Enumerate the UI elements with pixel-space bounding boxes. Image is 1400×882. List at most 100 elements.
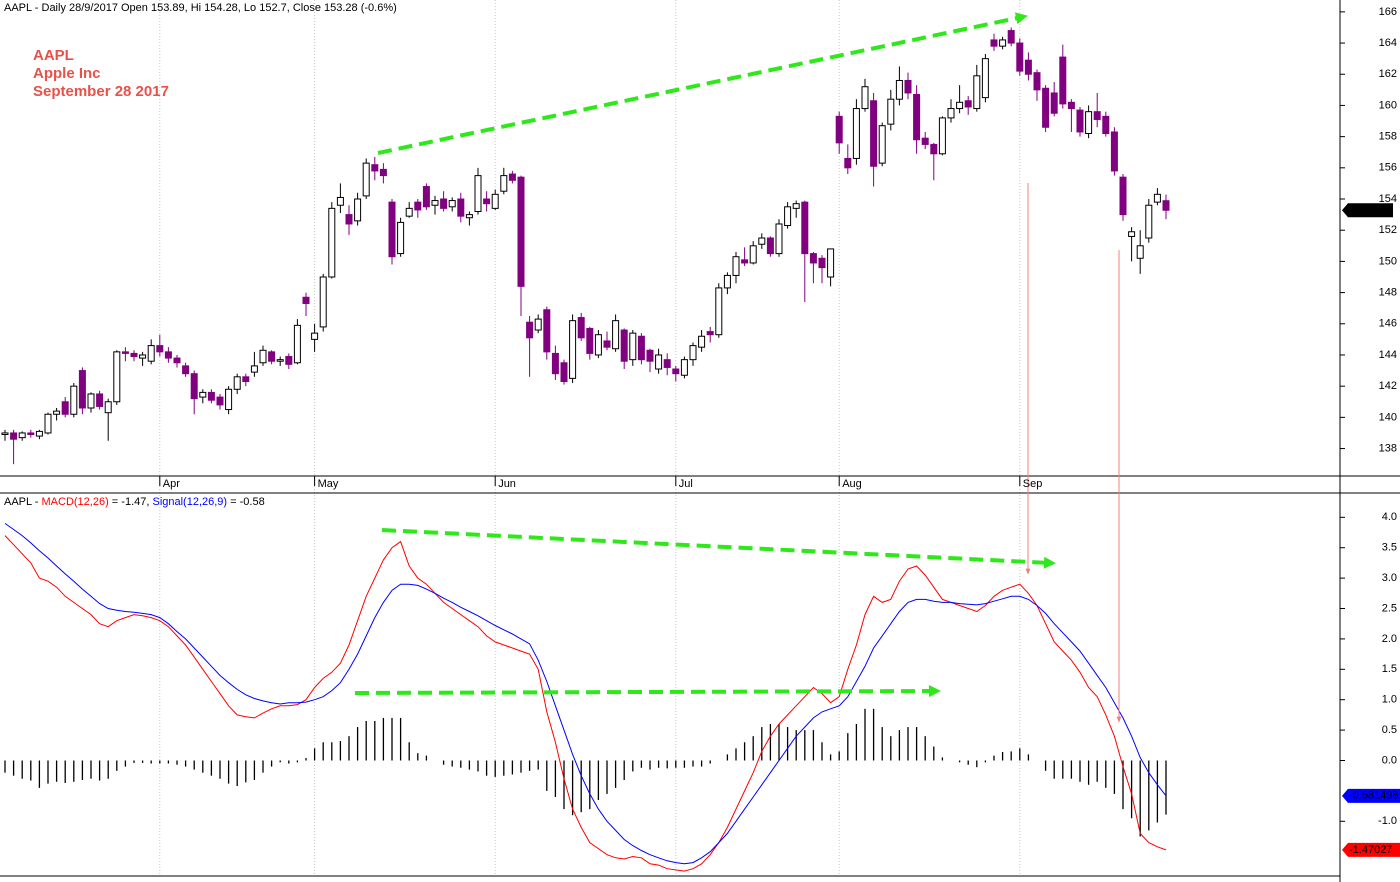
candle-body	[732, 256, 740, 276]
candle-body	[801, 201, 809, 255]
grid-layer	[159, 0, 1345, 876]
candle-body	[930, 143, 938, 155]
candle-body	[345, 214, 353, 225]
y-tick-label: 154	[1379, 193, 1397, 205]
candle-body	[594, 334, 602, 356]
candle-body	[311, 332, 319, 340]
candle-body	[1076, 109, 1084, 133]
candle-body	[766, 237, 774, 255]
x-tick-label: Jul	[679, 478, 693, 490]
x-tick-label: Jun	[498, 478, 516, 490]
value-badge	[1342, 788, 1400, 803]
candle-body	[680, 359, 688, 376]
candle-body	[354, 198, 362, 222]
y-tick-label: 158	[1379, 131, 1397, 143]
candle-body	[1007, 30, 1015, 44]
candle-body	[414, 201, 422, 211]
candle-body	[319, 276, 327, 328]
y-tick-label: 144	[1379, 349, 1397, 361]
candle-body	[328, 207, 336, 278]
candle-body	[285, 356, 293, 365]
candle-body	[637, 335, 645, 361]
candle-body	[500, 175, 508, 192]
candle-body	[1110, 131, 1118, 172]
y-tick-label: 166	[1379, 6, 1397, 18]
annotation: Apple Inc	[33, 65, 101, 82]
candle-body	[715, 287, 723, 336]
y-tick-label: 4.0	[1382, 511, 1397, 523]
candle-body	[431, 200, 439, 206]
x-tick-label: May	[318, 478, 339, 490]
candle-body	[405, 207, 413, 217]
candle-body	[78, 370, 86, 409]
y-tick-label: 2.0	[1382, 633, 1397, 645]
candle-body	[1033, 72, 1041, 91]
candle-body	[242, 376, 250, 382]
candle-body	[835, 115, 843, 144]
candle-body	[465, 214, 473, 219]
candle-body	[422, 186, 430, 208]
macd-line	[4, 522, 1167, 865]
candle-body	[1162, 200, 1170, 211]
candle-body	[491, 193, 499, 209]
candle-body	[534, 318, 542, 331]
candle-body	[1042, 87, 1050, 128]
trend-arrow	[377, 12, 1028, 155]
candle-body	[139, 354, 147, 359]
y-tick-label: 138	[1379, 442, 1397, 454]
candle-body	[276, 359, 284, 362]
candle-body	[964, 100, 972, 108]
candle-body	[448, 200, 456, 208]
candle-body	[121, 351, 129, 354]
y-tick-label: 160	[1379, 99, 1397, 111]
candle-body	[362, 162, 370, 197]
header-signal: = -0.58	[227, 496, 265, 508]
candle-body	[921, 137, 929, 145]
candle-body	[560, 362, 568, 382]
candle-body	[827, 248, 835, 278]
candle-body	[27, 432, 35, 436]
annotation-arrows	[354, 12, 1122, 723]
x-tick-label: Aug	[842, 478, 862, 490]
candle-body	[698, 335, 706, 348]
candle-body	[1085, 111, 1093, 135]
candle-body	[543, 309, 551, 353]
candle-body	[655, 354, 663, 370]
candle-body	[999, 39, 1007, 47]
y-tick-label: 142	[1379, 380, 1397, 392]
candle-body	[1102, 115, 1110, 135]
candle-body	[689, 345, 697, 361]
candle-body	[70, 385, 78, 415]
candle-body	[517, 176, 525, 287]
y-tick-label: 164	[1379, 37, 1397, 49]
y-tick-label: 140	[1379, 411, 1397, 423]
x-tick-label: Apr	[163, 478, 180, 490]
candle-body	[1128, 231, 1136, 237]
candle-body	[44, 413, 52, 434]
candle-body	[792, 203, 800, 209]
candle-body	[956, 101, 964, 110]
candle-body	[173, 357, 181, 364]
annotation: September 28 2017	[33, 83, 169, 100]
y-tick-label: 1.5	[1382, 663, 1397, 675]
candle-body	[706, 331, 714, 336]
candle-body	[268, 351, 276, 362]
candle-body	[1050, 92, 1058, 114]
value-badge-label: -1.47027	[1349, 844, 1392, 856]
mark-layer	[1, 27, 1170, 872]
x-tick-label: Sep	[1023, 478, 1043, 490]
y-tick-label: 2.5	[1382, 602, 1397, 614]
candle-body	[947, 108, 955, 119]
y-tick-label: 152	[1379, 224, 1397, 236]
candle-body	[10, 432, 18, 440]
candle-body	[749, 245, 757, 264]
candle-body	[87, 393, 95, 409]
candle-body	[629, 332, 637, 361]
candle-body	[672, 368, 680, 375]
candle-body	[775, 223, 783, 255]
candle-body	[981, 58, 989, 99]
candle-body	[990, 39, 998, 47]
candle-body	[130, 352, 138, 358]
